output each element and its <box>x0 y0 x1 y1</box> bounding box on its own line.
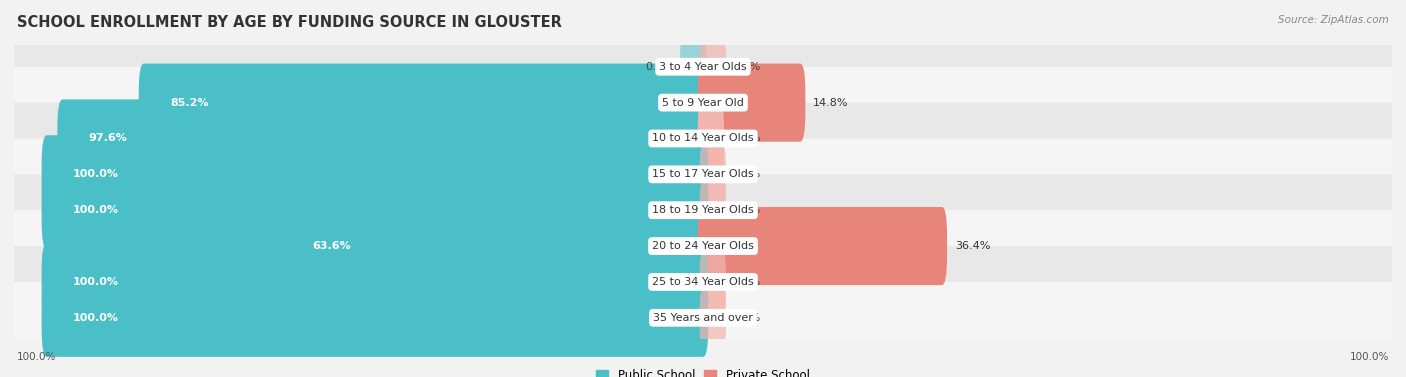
FancyBboxPatch shape <box>697 207 948 285</box>
Text: 0.0%: 0.0% <box>645 62 673 72</box>
FancyBboxPatch shape <box>697 64 806 142</box>
Text: 0.0%: 0.0% <box>733 62 761 72</box>
Text: 0.0%: 0.0% <box>733 205 761 215</box>
FancyBboxPatch shape <box>42 171 709 249</box>
Text: 5 to 9 Year Old: 5 to 9 Year Old <box>662 98 744 107</box>
Text: 0.0%: 0.0% <box>733 169 761 179</box>
Text: 10 to 14 Year Olds: 10 to 14 Year Olds <box>652 133 754 144</box>
Text: 100.0%: 100.0% <box>17 352 56 362</box>
FancyBboxPatch shape <box>11 174 1395 246</box>
FancyBboxPatch shape <box>700 254 725 310</box>
Text: 63.6%: 63.6% <box>312 241 350 251</box>
Text: 100.0%: 100.0% <box>73 313 120 323</box>
FancyBboxPatch shape <box>11 210 1395 282</box>
FancyBboxPatch shape <box>58 100 709 178</box>
Text: 3 to 4 Year Olds: 3 to 4 Year Olds <box>659 62 747 72</box>
FancyBboxPatch shape <box>11 246 1395 318</box>
FancyBboxPatch shape <box>42 243 709 321</box>
FancyBboxPatch shape <box>42 135 709 213</box>
Text: Source: ZipAtlas.com: Source: ZipAtlas.com <box>1278 15 1389 25</box>
FancyBboxPatch shape <box>697 100 724 178</box>
Text: 2.4%: 2.4% <box>733 133 761 144</box>
Text: 15 to 17 Year Olds: 15 to 17 Year Olds <box>652 169 754 179</box>
FancyBboxPatch shape <box>11 282 1395 354</box>
Text: 0.0%: 0.0% <box>733 277 761 287</box>
Text: 35 Years and over: 35 Years and over <box>652 313 754 323</box>
FancyBboxPatch shape <box>11 31 1395 103</box>
Text: 100.0%: 100.0% <box>73 205 120 215</box>
Text: 100.0%: 100.0% <box>73 277 120 287</box>
Text: 100.0%: 100.0% <box>73 169 120 179</box>
Text: 14.8%: 14.8% <box>813 98 849 107</box>
Text: 0.0%: 0.0% <box>733 313 761 323</box>
Text: SCHOOL ENROLLMENT BY AGE BY FUNDING SOURCE IN GLOUSTER: SCHOOL ENROLLMENT BY AGE BY FUNDING SOUR… <box>17 15 562 30</box>
FancyBboxPatch shape <box>280 207 709 285</box>
FancyBboxPatch shape <box>681 38 706 95</box>
FancyBboxPatch shape <box>42 279 709 357</box>
FancyBboxPatch shape <box>700 38 725 95</box>
Text: 25 to 34 Year Olds: 25 to 34 Year Olds <box>652 277 754 287</box>
FancyBboxPatch shape <box>700 182 725 239</box>
Text: 20 to 24 Year Olds: 20 to 24 Year Olds <box>652 241 754 251</box>
Text: 97.6%: 97.6% <box>89 133 128 144</box>
Text: 100.0%: 100.0% <box>1350 352 1389 362</box>
FancyBboxPatch shape <box>11 103 1395 174</box>
Text: 36.4%: 36.4% <box>955 241 990 251</box>
Text: 85.2%: 85.2% <box>170 98 208 107</box>
Text: 18 to 19 Year Olds: 18 to 19 Year Olds <box>652 205 754 215</box>
FancyBboxPatch shape <box>700 290 725 346</box>
Legend: Public School, Private School: Public School, Private School <box>592 364 814 377</box>
FancyBboxPatch shape <box>700 146 725 203</box>
FancyBboxPatch shape <box>11 138 1395 210</box>
FancyBboxPatch shape <box>11 67 1395 138</box>
FancyBboxPatch shape <box>139 64 709 142</box>
